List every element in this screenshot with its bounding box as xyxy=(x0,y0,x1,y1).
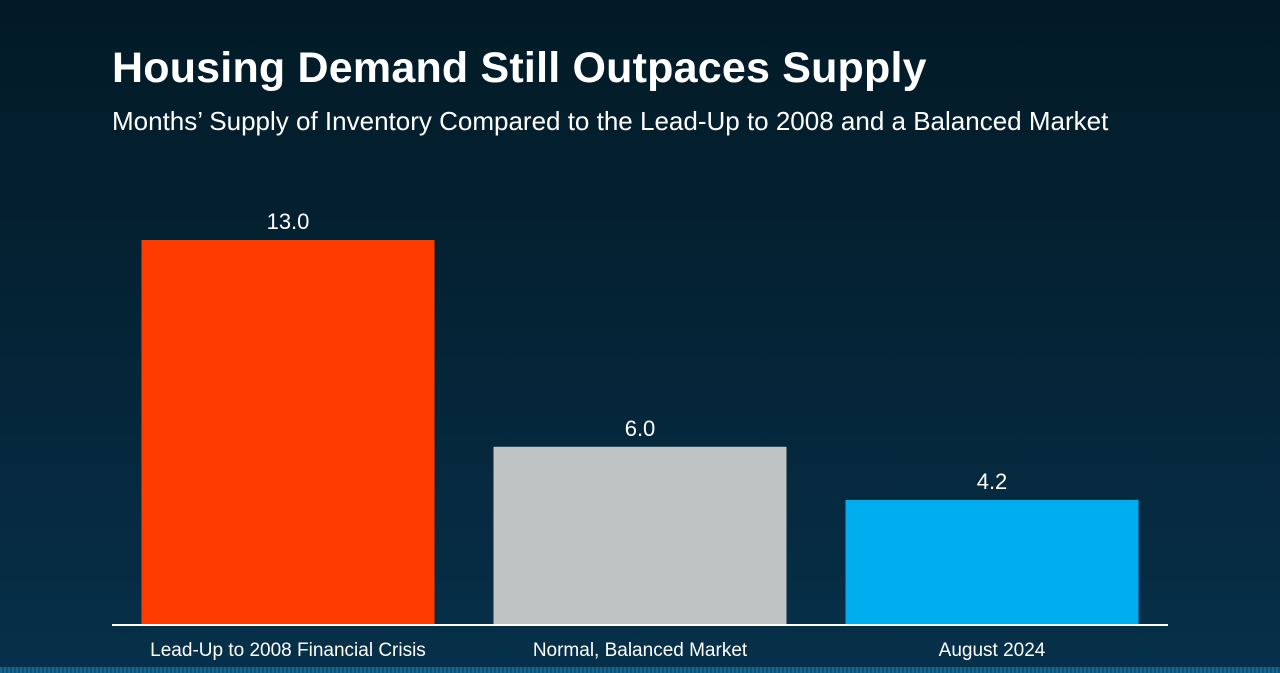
bar-3 xyxy=(845,499,1139,624)
category-label-2: Normal, Balanced Market xyxy=(533,640,748,661)
value-label-3: 4.2 xyxy=(977,469,1008,494)
category-label-3: August 2024 xyxy=(939,640,1046,661)
chart-subtitle: Months’ Supply of Inventory Compared to … xyxy=(112,106,1109,136)
value-label-2: 6.0 xyxy=(625,416,656,441)
bar-2 xyxy=(493,446,787,624)
bar-1 xyxy=(141,240,435,624)
category-label-1: Lead-Up to 2008 Financial Crisis xyxy=(150,640,426,661)
bottom-decorative-strip xyxy=(0,667,1280,673)
chart-title: Housing Demand Still Outpaces Supply xyxy=(112,44,927,92)
value-label-1: 13.0 xyxy=(267,209,310,234)
